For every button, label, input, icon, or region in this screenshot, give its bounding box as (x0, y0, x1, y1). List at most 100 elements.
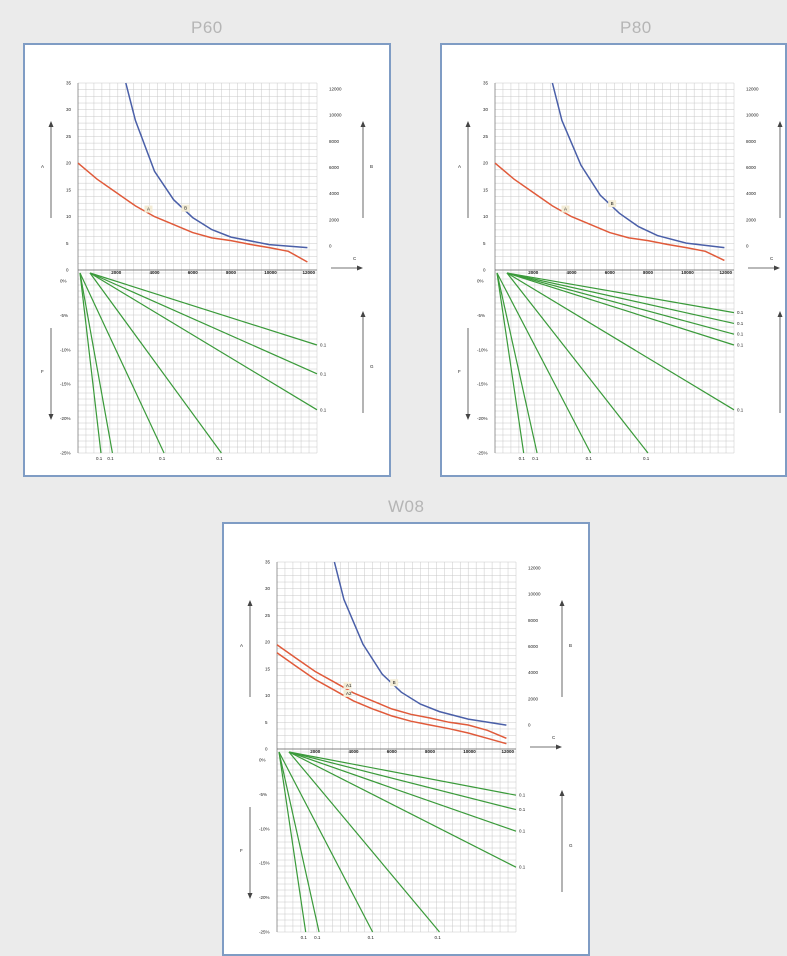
green-fan-line (496, 272, 538, 454)
right-axis-label: B (569, 643, 572, 648)
right-tick-label: 2000 (528, 696, 539, 701)
right-tick-label: 10000 (329, 113, 342, 118)
right-tick-label: 0 (746, 244, 749, 249)
left-tick-label: 25 (265, 613, 271, 618)
right-tick-label: 6000 (746, 165, 757, 170)
fan-line-label: 0.1 (519, 456, 526, 461)
green-fan-line (288, 751, 440, 933)
left-tick-label: 30 (483, 107, 489, 112)
bottom-left-axis-label: F (458, 369, 461, 374)
left-tick-label: 10 (66, 214, 72, 219)
curve-label-bg (343, 681, 352, 689)
left-tick-label: 35 (265, 560, 271, 565)
chart-panel-p80: 35 30 25 20 15 10 5 0 12000 10000 8000 6000 4000 2000… (440, 43, 787, 477)
left-tick-label: 10 (265, 693, 271, 698)
green-fan-line (506, 272, 735, 346)
x-axis-label: C (770, 256, 774, 261)
x-tick-label: 6000 (605, 270, 616, 275)
bottom-tick-label: -25% (477, 451, 488, 456)
x-tick-label: 12000 (719, 270, 732, 275)
green-fan-line (79, 272, 165, 454)
grid (276, 561, 517, 933)
grid (77, 82, 318, 454)
right-tick-label: 2000 (746, 217, 757, 222)
bottom-right-axis-label: G (370, 364, 374, 369)
right-tick-label: 8000 (329, 139, 340, 144)
right-tick-label: 0 (528, 723, 531, 728)
fan-line-label: 0.1 (435, 935, 442, 940)
right-tick-label: 12000 (746, 87, 759, 92)
right-tick-label: 4000 (329, 191, 340, 196)
green-fan-line (89, 272, 318, 411)
x-tick-label: 4000 (149, 270, 160, 275)
green-fan-line (288, 751, 517, 832)
curve-label-bg (561, 205, 570, 213)
x-tick-label: 4000 (566, 270, 577, 275)
left-tick-label: 30 (265, 586, 271, 591)
left-tick-label: 20 (483, 161, 489, 166)
fan-line-label: 0.1 (643, 456, 650, 461)
right-axis-arrowhead (559, 600, 565, 606)
x-tick-label: 10000 (264, 270, 277, 275)
bottom-left-arrowhead (465, 414, 471, 420)
left-tick-label: 20 (66, 161, 72, 166)
x-axis-label: C (353, 256, 357, 261)
right-tick-label: 2000 (329, 217, 340, 222)
bottom-left-arrowhead (247, 893, 253, 899)
chart-p80: 35 30 25 20 15 10 5 0 12000 10000 8000 6000 4000 2000… (458, 81, 783, 461)
fan-line-label: 0.1 (737, 407, 744, 412)
right-axis-label: B (370, 164, 373, 169)
x-axis-arrowhead (556, 744, 562, 750)
x-tick-label: 2000 (528, 270, 539, 275)
bottom-left-axis-label: F (240, 848, 243, 853)
bottom-tick-label: -10% (477, 347, 488, 352)
left-tick-label: 15 (66, 187, 72, 192)
right-axis-arrowhead (777, 121, 783, 127)
green-fan-line (278, 751, 374, 933)
bottom-tick-label: 0% (477, 279, 484, 284)
right-tick-label: 0 (329, 244, 332, 249)
x-tick-label: 2000 (111, 270, 122, 275)
left-tick-label: 0 (483, 268, 486, 273)
fan-line-label: 0.1 (737, 343, 744, 348)
bottom-tick-label: -5% (477, 313, 485, 318)
green-fan-line (288, 751, 517, 796)
bottom-tick-label: -15% (60, 382, 71, 387)
fan-line-label: 0.1 (519, 807, 526, 812)
x-tick-label: 12000 (302, 270, 315, 275)
x-tick-label: 8000 (643, 270, 654, 275)
left-tick-label: 25 (66, 134, 72, 139)
x-tick-label: 6000 (387, 749, 398, 754)
green-fan-line (288, 751, 517, 868)
fan-line-label: 0.1 (737, 310, 744, 315)
left-tick-label: 5 (265, 720, 268, 725)
left-axis-label: A (458, 164, 461, 169)
fan-line-label: 0.1 (737, 321, 744, 326)
curve-label-bg (390, 679, 399, 687)
right-tick-label: 8000 (746, 139, 757, 144)
x-tick-label: 8000 (226, 270, 237, 275)
left-tick-label: 0 (66, 268, 69, 273)
bottom-tick-label: -25% (60, 451, 71, 456)
curve-label-bg (608, 200, 617, 208)
curve-label: A (147, 207, 150, 212)
fan-line-label: 0.1 (314, 935, 321, 940)
bottom-tick-label: -20% (477, 416, 488, 421)
bottom-tick-label: -20% (60, 416, 71, 421)
curve-label-bg (343, 689, 352, 697)
fan-line-label: 0.1 (301, 935, 308, 940)
right-tick-label: 4000 (746, 191, 757, 196)
chart-w08: 35 30 25 20 15 10 5 0 12000 10000 8000 6000 4000 2000… (240, 560, 573, 941)
curve-label-bg (144, 205, 153, 213)
green-fan-line (89, 272, 318, 375)
x-tick-label: 10000 (463, 749, 476, 754)
curve-label: A (564, 207, 567, 212)
right-axis-arrowhead (360, 121, 366, 127)
bottom-tick-label: 0% (60, 279, 67, 284)
red-curve (494, 162, 725, 262)
bottom-tick-label: -5% (60, 313, 68, 318)
curve-label: B (393, 680, 396, 685)
curve-label: A1 (346, 683, 352, 688)
fan-line-label: 0.1 (532, 456, 539, 461)
bottom-tick-label: -15% (477, 382, 488, 387)
